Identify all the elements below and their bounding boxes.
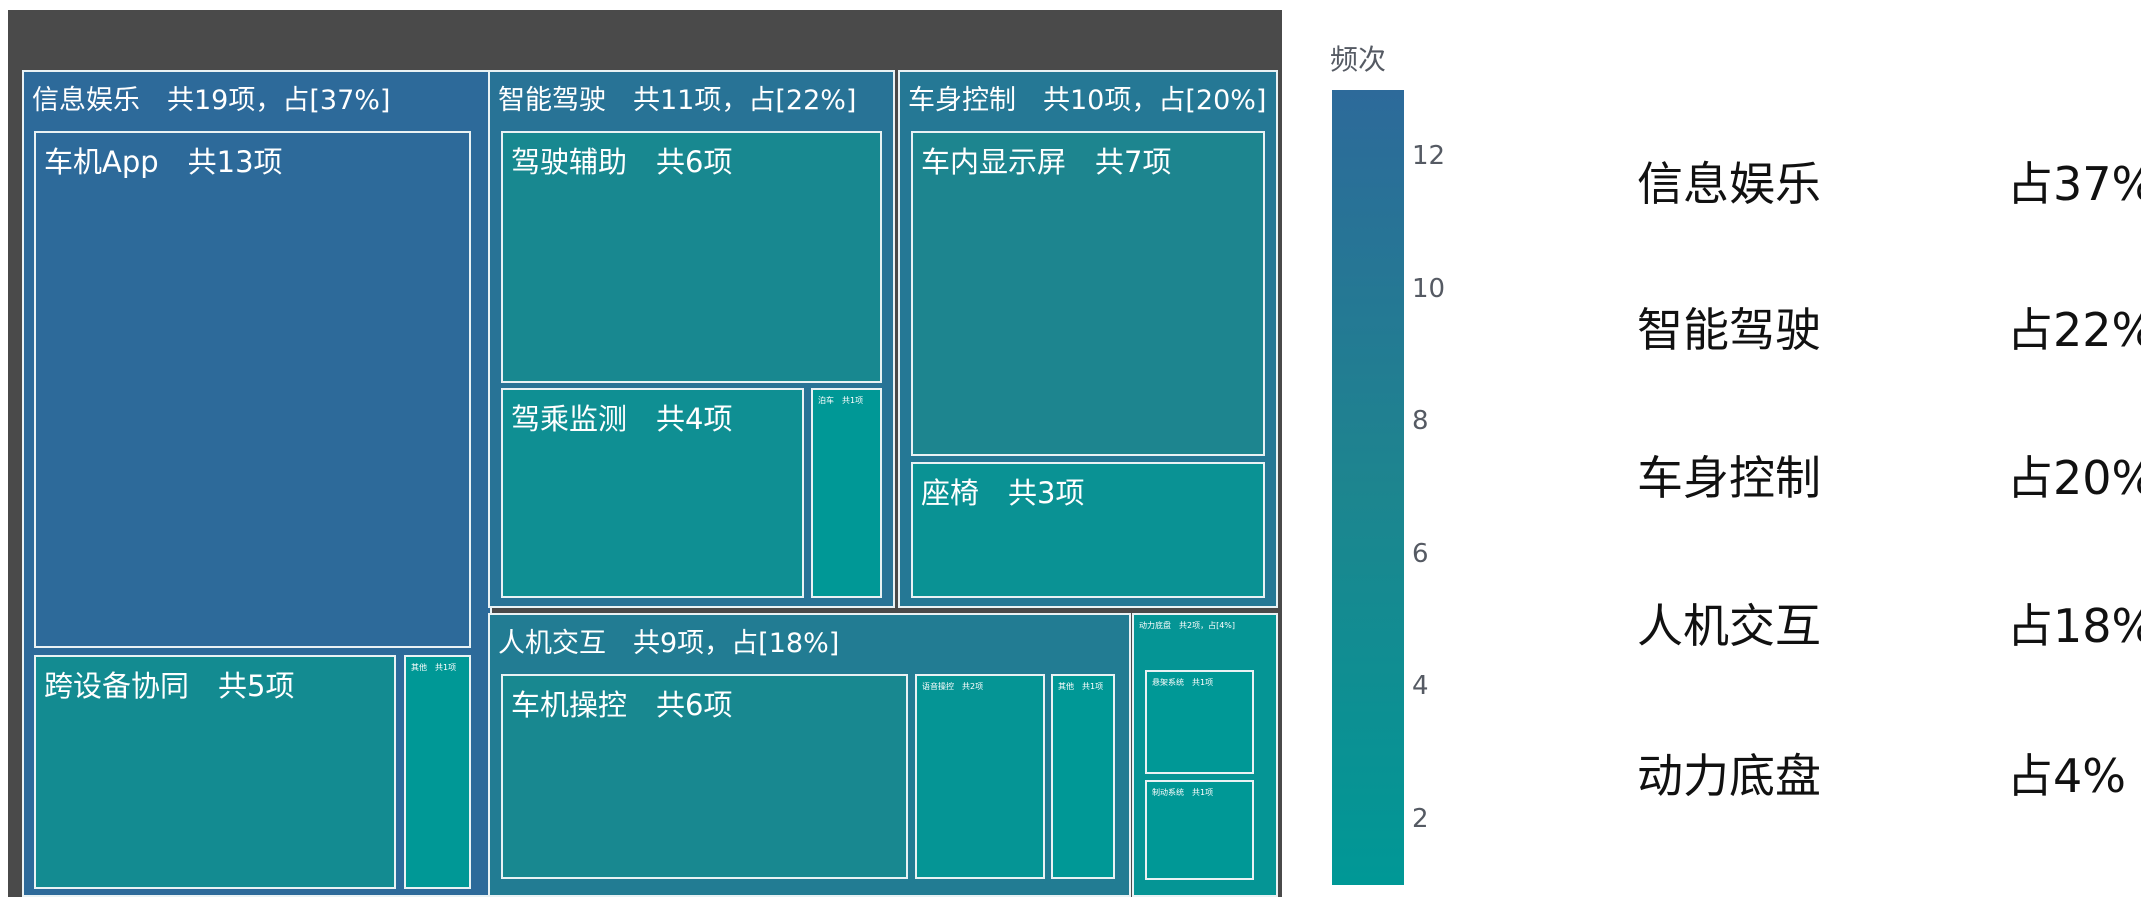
tile-label: 车机App 共13项: [44, 145, 283, 179]
tile-label: 制动系统 共1项: [1152, 788, 1214, 797]
colorbar: [1332, 90, 1404, 885]
legend-percent: 占22%: [2007, 303, 2141, 357]
tile-label: 车身控制 共10项，占[20%]: [908, 85, 1267, 116]
tile-label: 车内显示屏 共7项: [921, 145, 1172, 179]
tile-label: 泊车 共1项: [818, 396, 864, 405]
tile-label: 跨设备协同 共5项: [44, 669, 295, 703]
legend-category: 信息娱乐: [1637, 157, 1821, 211]
legend-category: 智能驾驶: [1637, 303, 1821, 357]
tile-voice-control[interactable]: 语音操控 共2项: [915, 674, 1045, 879]
tile-seat[interactable]: 座椅 共3项: [911, 462, 1265, 598]
legend-item: 智能驾驶 占22%: [1637, 294, 2141, 360]
tile-label: 人机交互 共9项，占[18%]: [498, 628, 840, 659]
colorbar-tick: 6: [1412, 538, 1429, 569]
legend-item: 动力底盘 占4%: [1637, 740, 2126, 806]
treemap-chart: 信息娱乐 共19项，占[37%] 车机App 共13项 跨设备协同 共5项 其他…: [8, 10, 1282, 897]
tile-label: 座椅 共3项: [921, 476, 1085, 510]
colorbar-title: 频次: [1330, 43, 1387, 76]
tile-label: 语音操控 共2项: [922, 682, 984, 691]
colorbar-tick: 8: [1412, 406, 1429, 437]
colorbar-tick: 10: [1412, 273, 1446, 304]
tile-parking[interactable]: 泊车 共1项: [811, 388, 882, 598]
tile-label: 悬架系统 共1项: [1152, 678, 1214, 687]
tile-label: 车机操控 共6项: [511, 688, 733, 722]
tile-label: 智能驾驶 共11项，占[22%]: [498, 85, 857, 116]
tile-in-car-display[interactable]: 车内显示屏 共7项: [911, 131, 1265, 456]
tile-body-control[interactable]: 车身控制 共10项，占[20%] 车内显示屏 共7项 座椅 共3项: [898, 70, 1278, 608]
tile-driver-assist[interactable]: 驾驶辅助 共6项: [501, 131, 882, 383]
tile-infotainment[interactable]: 信息娱乐 共19项，占[37%] 车机App 共13项 跨设备协同 共5项 其他…: [22, 70, 492, 897]
legend-item: 人机交互 占18%: [1637, 590, 2141, 656]
legend-percent: 占37%: [2007, 157, 2141, 211]
tile-label: 驾乘监测 共4项: [511, 402, 733, 436]
legend-percent: 占18%: [2007, 599, 2141, 653]
tile-label: 其他 共1项: [1058, 682, 1104, 691]
colorbar-tick: 4: [1412, 671, 1429, 702]
legend-item: 车身控制 占20%: [1637, 442, 2141, 508]
tile-hmi[interactable]: 人机交互 共9项，占[18%] 车机操控 共6项 语音操控 共2项 其他 共1项: [488, 613, 1131, 897]
legend-category: 人机交互: [1637, 599, 1821, 653]
colorbar-tick: 12: [1412, 141, 1446, 172]
tile-label: 其他 共1项: [411, 663, 457, 672]
tile-hmi-other[interactable]: 其他 共1项: [1051, 674, 1115, 879]
legend-category: 车身控制: [1637, 451, 1821, 505]
tile-suspension[interactable]: 悬架系统 共1项: [1145, 670, 1254, 774]
tile-head-unit-control[interactable]: 车机操控 共6项: [501, 674, 908, 879]
tile-label: 驾驶辅助 共6项: [511, 145, 733, 179]
colorbar-tick: 2: [1412, 803, 1429, 834]
tile-label: 动力底盘 共2项，占[4%]: [1139, 621, 1236, 630]
tile-car-app[interactable]: 车机App 共13项: [34, 131, 471, 648]
tile-smart-driving[interactable]: 智能驾驶 共11项，占[22%] 驾驶辅助 共6项 驾乘监测 共4项 泊车 共1…: [488, 70, 895, 608]
legend-item: 信息娱乐 占37%: [1637, 148, 2141, 214]
tile-brake[interactable]: 制动系统 共1项: [1145, 780, 1254, 880]
tile-infotainment-other[interactable]: 其他 共1项: [404, 655, 471, 889]
tile-occupant-monitor[interactable]: 驾乘监测 共4项: [501, 388, 804, 598]
legend-percent: 占20%: [2007, 451, 2141, 505]
legend-percent: 占4%: [2007, 749, 2126, 803]
tile-cross-device[interactable]: 跨设备协同 共5项: [34, 655, 396, 889]
tile-powertrain-chassis[interactable]: 动力底盘 共2项，占[4%] 悬架系统 共1项 制动系统 共1项: [1132, 613, 1278, 897]
legend-category: 动力底盘: [1637, 749, 1821, 803]
tile-label: 信息娱乐 共19项，占[37%]: [32, 85, 391, 116]
